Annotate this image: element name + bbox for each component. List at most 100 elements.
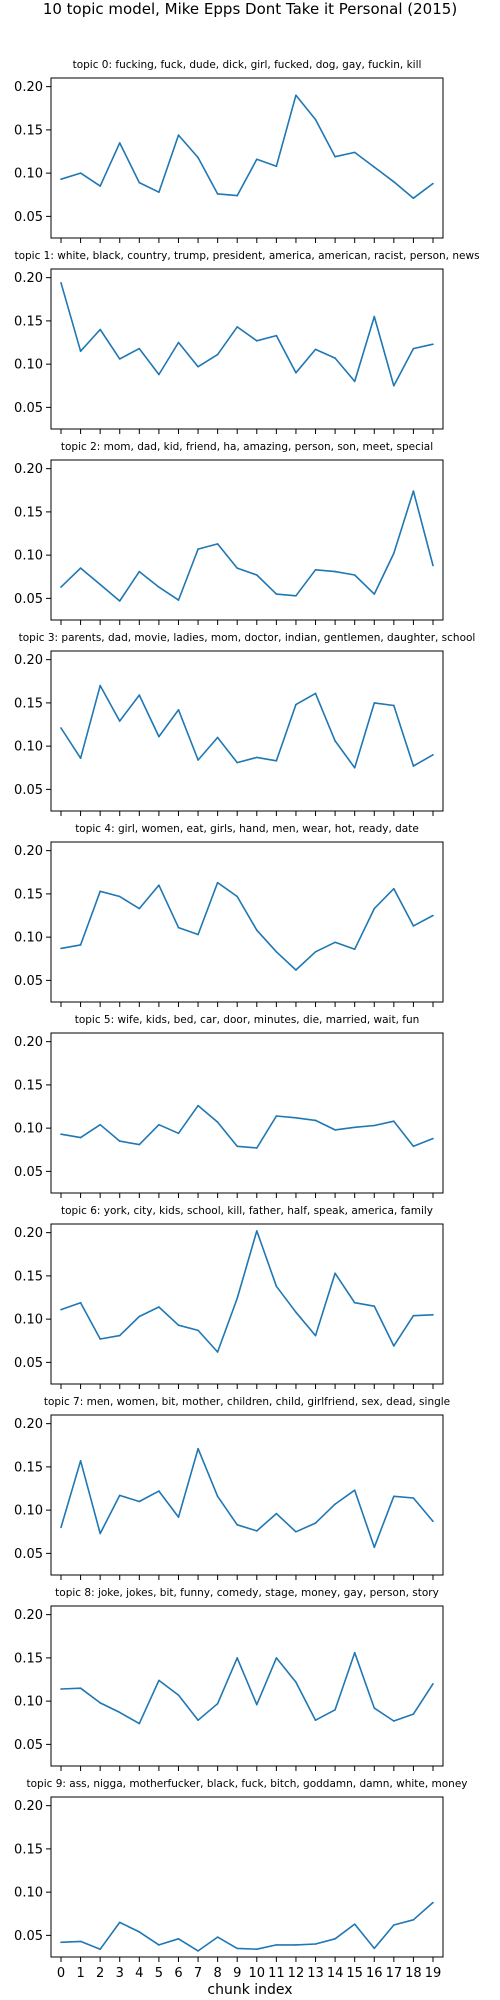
y-tick-label: 0.05	[14, 974, 43, 989]
data-point	[197, 156, 199, 159]
data-point	[393, 384, 395, 387]
data-point	[393, 1495, 395, 1498]
y-tick-label: 0.05	[14, 1356, 43, 1371]
data-point	[393, 1924, 395, 1926]
data-point	[314, 1334, 317, 1337]
y-tick-label: 0.15	[14, 887, 43, 902]
series-line	[60, 1447, 434, 1549]
series-line	[60, 282, 434, 387]
data-point	[373, 1546, 376, 1549]
data-point	[314, 1943, 317, 1945]
data-point	[393, 704, 395, 707]
data-point	[295, 594, 297, 597]
y-tick-label: 0.10	[14, 1504, 43, 1519]
plot-frame	[50, 1796, 444, 1958]
data-point	[295, 1311, 297, 1314]
data-point	[158, 191, 160, 193]
data-point	[373, 315, 376, 318]
subplot-title: topic 4: girl, women, eat, girls, hand, …	[75, 823, 419, 835]
data-point	[236, 1657, 239, 1659]
data-point	[334, 1129, 336, 1131]
data-point	[158, 1123, 160, 1126]
data-point	[216, 543, 219, 545]
plot-frame	[50, 1605, 444, 1767]
series-line	[60, 1901, 434, 1952]
figure-title: 10 topic model, Mike Epps Dont Take it P…	[43, 0, 457, 18]
data-point	[412, 347, 415, 350]
data-point	[79, 1460, 82, 1462]
data-point	[60, 586, 62, 588]
data-point	[393, 1345, 395, 1347]
data-point	[236, 895, 239, 898]
y-tick-label: 0.20	[14, 653, 43, 668]
data-point	[118, 720, 121, 722]
data-point	[275, 760, 278, 762]
subplot-title: topic 5: wife, kids, bed, car, door, min…	[75, 1014, 420, 1026]
data-point	[432, 753, 434, 756]
data-point	[353, 766, 356, 769]
data-point	[236, 1524, 239, 1526]
plot-frame	[50, 650, 444, 812]
data-point	[99, 583, 101, 586]
series-line	[60, 490, 434, 602]
subplot-topic-8: topic 8: joke, jokes, bit, funny, comedy…	[14, 1587, 444, 1771]
y-tick-label: 0.15	[14, 123, 43, 138]
data-point	[295, 969, 297, 971]
y-tick-label: 0.10	[14, 1886, 43, 1901]
y-tick-label: 0.20	[14, 844, 43, 859]
subplot-title: topic 6: york, city, kids, school, kill,…	[61, 1205, 433, 1217]
data-point	[412, 1713, 415, 1715]
data-point	[314, 348, 317, 351]
data-point	[118, 1711, 121, 1714]
data-point	[216, 1495, 219, 1498]
data-point	[236, 567, 239, 569]
data-point	[314, 118, 317, 121]
subplot-topic-0: topic 0: fucking, fuck, dude, dick, girl…	[14, 59, 444, 243]
data-point	[412, 1145, 415, 1148]
y-tick-label: 0.15	[14, 505, 43, 520]
data-point	[118, 142, 121, 144]
y-tick-label: 0.15	[14, 314, 43, 329]
data-point	[255, 1948, 258, 1951]
x-tick-label: 14	[327, 1966, 344, 1981]
data-point	[79, 1940, 82, 1943]
x-tick-label: 17	[386, 1966, 403, 1981]
y-tick-label: 0.10	[14, 740, 43, 755]
series-line	[60, 881, 434, 971]
data-point	[99, 328, 101, 331]
data-point	[236, 326, 239, 328]
data-point	[158, 373, 160, 376]
data-point	[275, 593, 278, 595]
data-point	[275, 1512, 278, 1515]
data-point	[197, 1104, 199, 1107]
data-point	[236, 194, 239, 197]
data-point	[295, 1944, 297, 1946]
data-point	[314, 692, 317, 695]
data-point	[99, 890, 101, 893]
data-point	[216, 1121, 219, 1123]
data-point	[216, 881, 219, 884]
data-point	[373, 907, 376, 910]
y-tick-label: 0.15	[14, 1269, 43, 1284]
data-point	[60, 947, 62, 950]
x-axis-label: chunk index	[207, 1982, 292, 1998]
data-point	[295, 94, 297, 97]
subplot-grid: topic 0: fucking, fuck, dude, dick, girl…	[14, 59, 480, 1981]
data-point	[60, 282, 62, 284]
y-tick-label: 0.10	[14, 1313, 43, 1328]
data-point	[353, 574, 356, 576]
x-tick-label: 9	[233, 1966, 241, 1981]
data-point	[118, 1494, 121, 1497]
data-point	[79, 1687, 82, 1689]
data-point	[393, 180, 395, 183]
data-point	[353, 1923, 356, 1925]
y-tick-label: 0.05	[14, 1929, 43, 1944]
data-point	[197, 1950, 199, 1952]
data-point	[79, 172, 82, 174]
y-tick-label: 0.15	[14, 1651, 43, 1666]
data-point	[255, 339, 258, 342]
data-point	[158, 1944, 160, 1946]
data-point	[412, 1497, 415, 1499]
data-point	[412, 925, 415, 927]
plot-frame	[50, 77, 444, 239]
